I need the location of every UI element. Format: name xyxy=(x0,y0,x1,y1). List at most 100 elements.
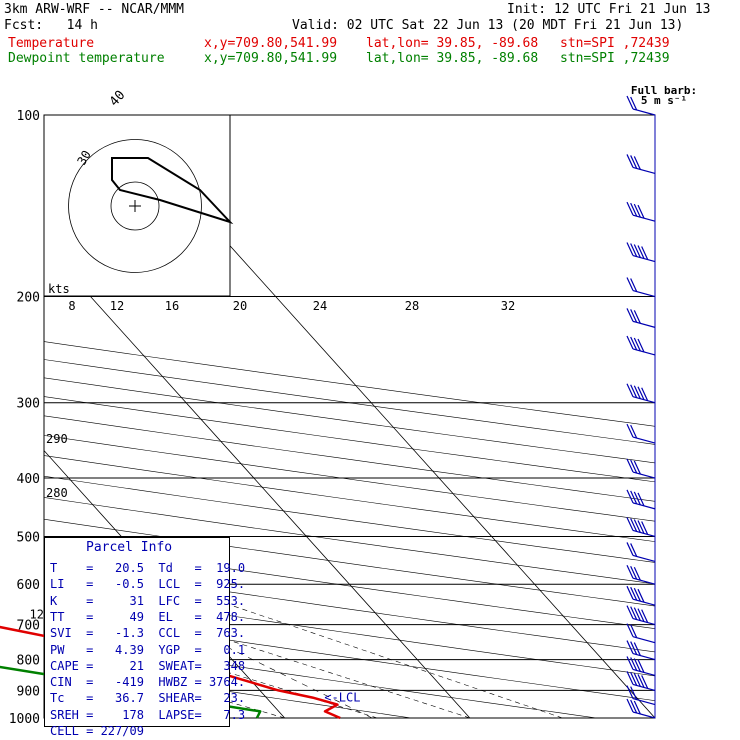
pressure-tick-label: 100 xyxy=(17,109,40,124)
hodograph-trace xyxy=(111,157,234,225)
hodograph-speed-label: 28 xyxy=(405,299,419,313)
wind-barb-flag xyxy=(633,460,641,475)
wind-barb xyxy=(626,517,656,538)
pressure-tick-label: 200 xyxy=(17,291,40,306)
wind-barb-flag xyxy=(626,564,634,579)
wind-barb xyxy=(626,671,656,691)
parcel-info-row: Tc = 36.7 SHEAR= 23. xyxy=(50,691,246,706)
hodograph-speed-label: 20 xyxy=(233,299,247,313)
wind-barb xyxy=(626,308,656,328)
wind-barb-flag xyxy=(626,517,634,531)
wind-barb xyxy=(626,383,656,404)
wind-barb xyxy=(626,585,656,606)
dewpoint-legend-latlon: lat,lon= 39.85, -89.68 xyxy=(366,51,539,66)
wind-barb xyxy=(626,640,656,661)
wind-barbs xyxy=(626,95,656,719)
wind-barb-flag xyxy=(630,565,638,580)
hodograph-speed-label: 32 xyxy=(501,299,515,313)
init-time: Init: 12 UTC Fri 21 Jun 13 xyxy=(507,2,711,17)
wind-barb-flag xyxy=(626,489,634,504)
parcel-info-row: PW = 4.39 YGP = 0.1 xyxy=(50,642,246,657)
hodograph-ring xyxy=(110,181,160,231)
moist-adiabat xyxy=(44,581,470,718)
wind-barb-flag xyxy=(633,244,641,258)
parcel-info-row: T = 20.5 Td = 19.0 xyxy=(50,561,246,575)
wind-barb-flag xyxy=(626,623,634,637)
wind-barb xyxy=(626,685,656,706)
theta-tick-label: 290 xyxy=(46,432,68,446)
wind-barb-flag xyxy=(637,674,645,688)
wind-barb-flag xyxy=(637,588,645,603)
wind-barb-flag xyxy=(626,671,634,685)
parcel-info-panel xyxy=(44,537,230,727)
wind-barb-flag xyxy=(630,672,638,686)
moist-adiabat xyxy=(44,617,378,718)
wind-barb xyxy=(626,277,656,298)
wind-barb-flag xyxy=(630,699,638,714)
pressure-tick-label: 1000 xyxy=(9,712,40,727)
wind-barb-flag xyxy=(630,606,638,620)
wind-barb-flag xyxy=(626,458,634,473)
wind-barb-flag xyxy=(633,203,641,218)
forecast-hour: Fcst: 14 h xyxy=(4,18,98,33)
wind-barb-flag xyxy=(626,640,634,654)
dry-adiabat xyxy=(44,497,655,585)
parcel-marker-lcl: <-LCL xyxy=(324,691,360,705)
wind-barb-flag xyxy=(633,385,641,399)
full-barb-label: Full barb: xyxy=(631,84,697,97)
dry-adiabat xyxy=(44,341,655,427)
wind-barb xyxy=(626,154,656,175)
wind-barb-flag xyxy=(630,243,638,257)
wind-barb-flag xyxy=(626,242,634,256)
wind-barb-flag xyxy=(633,156,641,170)
wind-barb-flag xyxy=(626,154,634,168)
hodograph-speed-label: 8 xyxy=(68,299,75,313)
mixing-ratio-tick-label: 12 xyxy=(30,608,44,622)
wind-barb-flag xyxy=(630,518,638,532)
pressure-tick-label: 700 xyxy=(17,619,40,634)
wind-barb-flag xyxy=(637,608,645,622)
wind-barb xyxy=(626,489,656,510)
wind-barb-flag xyxy=(626,685,634,699)
wind-barb xyxy=(626,201,656,222)
wind-barb-flag xyxy=(626,423,634,438)
pressure-tick-label: 500 xyxy=(17,530,40,545)
wind-barb xyxy=(626,458,656,479)
hodograph-speed-label: 24 xyxy=(313,299,327,313)
wind-barb-flag xyxy=(633,642,641,656)
wind-barb-flag xyxy=(630,459,638,474)
wind-barb-flag xyxy=(633,700,641,715)
wind-barb-flag xyxy=(633,310,641,324)
temperature-trace xyxy=(0,625,341,720)
wind-barb-flag xyxy=(633,337,641,352)
wind-barb-flag xyxy=(626,201,634,216)
wind-barb-flag xyxy=(626,308,634,322)
moist-adiabat xyxy=(0,297,7,719)
parcel-info-row: SVI = -1.3 CCL = 763. xyxy=(50,626,246,641)
wind-barb xyxy=(626,95,656,116)
wind-barb-flag xyxy=(630,641,638,655)
temperature-legend-latlon: lat,lon= 39.85, -89.68 xyxy=(366,36,539,51)
wind-barb-flag xyxy=(626,335,634,350)
dry-adiabat xyxy=(44,637,597,718)
wind-barb xyxy=(626,623,656,644)
wind-barb-flag xyxy=(630,490,638,505)
wind-barb-flag xyxy=(641,246,649,260)
wind-barb xyxy=(626,564,656,585)
temperature-legend-stn: stn=SPI ,72439 xyxy=(560,36,670,51)
wind-barb-flag xyxy=(630,336,638,351)
wind-barb-flag xyxy=(637,659,645,673)
wind-barb-flag xyxy=(626,277,634,291)
pressure-tick-label: 800 xyxy=(17,654,40,669)
wind-barb-flag xyxy=(630,686,638,700)
wind-barb-flag xyxy=(630,384,638,398)
isotherm-line xyxy=(44,244,471,718)
wind-barb-flag xyxy=(626,95,634,110)
pressure-tick-label: 900 xyxy=(17,684,40,699)
pressure-tick-label: 400 xyxy=(17,472,40,487)
wind-barb xyxy=(626,542,656,563)
wind-barb-flag xyxy=(630,96,638,111)
theta-tick-label: 280 xyxy=(46,486,68,500)
wind-barb-flag xyxy=(630,278,638,292)
wind-barb-flag xyxy=(633,566,641,581)
